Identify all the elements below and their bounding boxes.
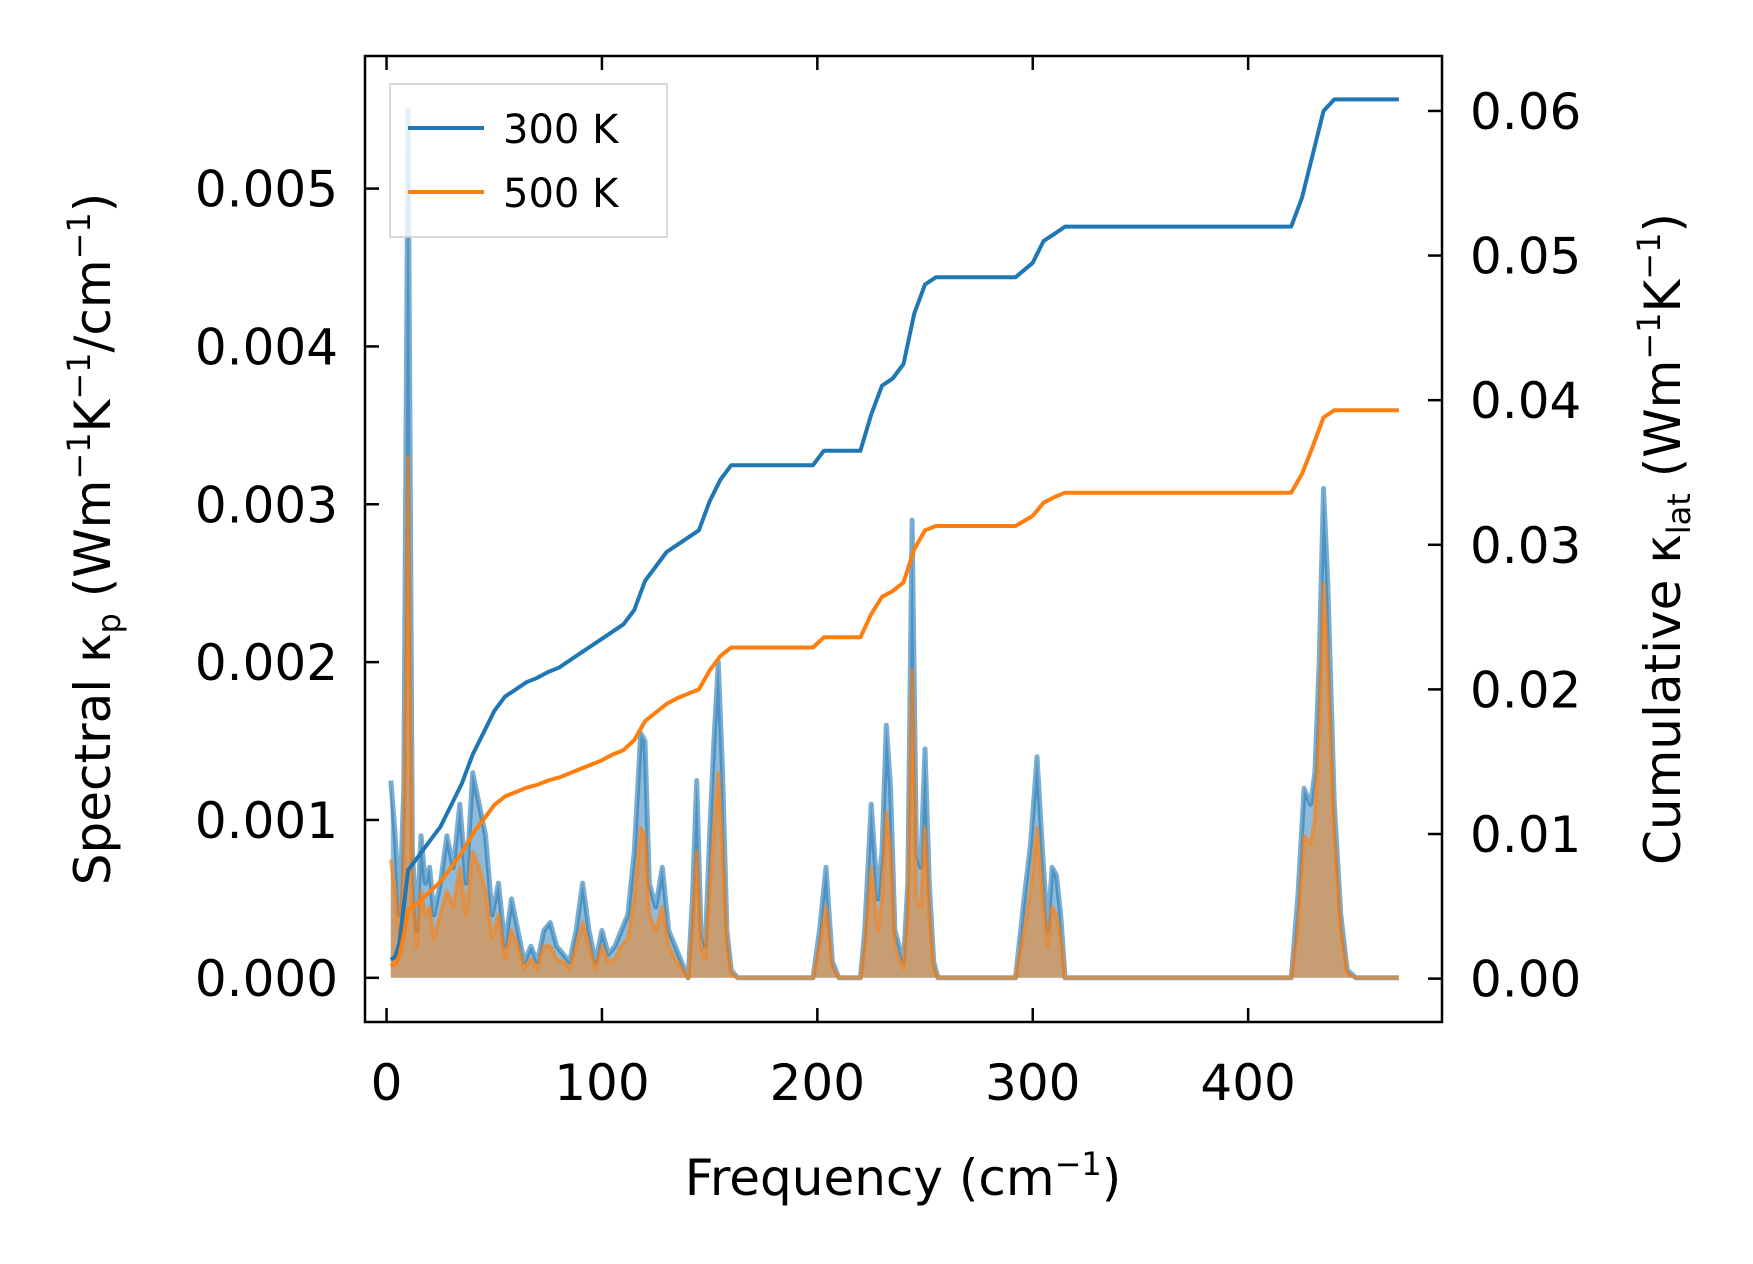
left-axis-label: Spectral κp (Wm−1K−1/cm−1): [60, 193, 128, 886]
spectral-area-layer: [388, 107, 1399, 981]
legend-box: [389, 83, 668, 238]
x-tick-label: 300: [985, 1054, 1080, 1112]
spectral-300k-area: [390, 109, 1399, 978]
right-axis-label: Cumulative κlat (Wm−1K−1): [1630, 213, 1698, 865]
left-tick-label: 0.001: [195, 792, 338, 850]
right-axis-ticks: 0.00 0.01 0.02 0.03 0.04 0.05 0.06: [1428, 83, 1581, 1009]
x-axis-label: Frequency (cm−1): [685, 1145, 1122, 1207]
legend-label-300k: 300 K: [503, 107, 620, 153]
right-tick-label: 0.01: [1470, 806, 1581, 864]
right-tick-label: 0.06: [1470, 83, 1581, 141]
cumulative-line-layer: [389, 97, 1399, 968]
right-tick-label: 0.05: [1470, 228, 1581, 286]
plot-frame: [363, 54, 1444, 1024]
x-tick-label: 0: [371, 1054, 403, 1112]
cumulative-500k-line: [390, 408, 1399, 968]
left-axis-ticks: 0.000 0.001 0.002 0.003 0.004 0.005: [195, 161, 379, 1008]
spectral-500k-line: [388, 454, 1399, 980]
cumulative-300k-line: [389, 97, 1399, 962]
spectral-500k-area: [390, 456, 1399, 978]
left-tick-label: 0.003: [195, 476, 338, 534]
legend-label-500k: 500 K: [503, 171, 620, 217]
x-tick-label: 200: [770, 1054, 865, 1112]
right-tick-label: 0.03: [1470, 517, 1581, 575]
left-tick-label: 0.000: [195, 950, 338, 1008]
spectral-300k-line: [388, 107, 1399, 981]
x-tick-label: 100: [554, 1054, 649, 1112]
legend: 300 K 500 K: [389, 83, 668, 238]
right-tick-label: 0.00: [1470, 951, 1581, 1009]
x-axis-ticks: 0 100 200 300 400: [371, 56, 1296, 1112]
right-tick-label: 0.04: [1470, 372, 1581, 430]
left-tick-label: 0.002: [195, 634, 338, 692]
x-tick-label: 400: [1200, 1054, 1295, 1112]
left-tick-label: 0.005: [195, 161, 338, 219]
left-tick-label: 0.004: [195, 318, 338, 376]
right-tick-label: 0.02: [1470, 661, 1581, 719]
